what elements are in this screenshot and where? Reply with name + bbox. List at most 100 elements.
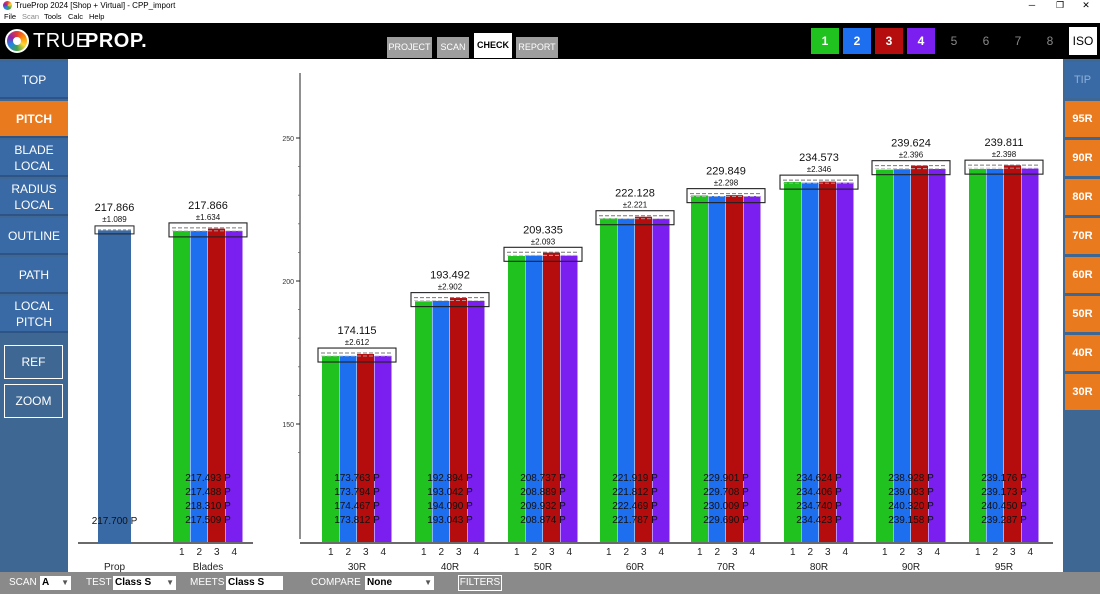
value-label-80r-3: 234.740 P [796, 501, 842, 512]
test-select[interactable]: Class S ▼ [113, 576, 176, 590]
nav-pitch-button[interactable]: PITCH [0, 101, 68, 138]
category-label-30r: 30R [348, 562, 366, 572]
radius-toggle-60r[interactable]: 60R [1065, 257, 1100, 293]
blade-toggle-5[interactable]: 5 [950, 34, 958, 48]
tab-scan[interactable]: SCAN [437, 37, 469, 58]
value-label-60r-4: 221.787 P [612, 515, 658, 526]
blade-chip-40r-3 [450, 529, 467, 542]
blade-number-label: 3 [641, 547, 647, 558]
tab-project[interactable]: PROJECT [387, 37, 432, 58]
radius-toggle-95r[interactable]: 95R [1065, 101, 1100, 137]
blade-toggle-4[interactable]: 4 [907, 28, 935, 54]
category-label-40r: 40R [441, 562, 459, 572]
bar-95r-blade-4 [1021, 168, 1039, 529]
blade-toggle-7[interactable]: 7 [1014, 34, 1022, 48]
bar-60r-blade-1 [600, 218, 617, 530]
blade-chip-90r-2 [893, 529, 911, 542]
chevron-down-icon: ▼ [424, 578, 432, 587]
bar-70r-blade-4 [743, 196, 761, 529]
nav-zoom-button[interactable]: ZOOM [4, 384, 63, 418]
bar-80r-blade-3 [819, 181, 836, 529]
value-label-40r-3: 194.090 P [427, 501, 473, 512]
bar-blades-blade-1 [173, 230, 190, 529]
blade-number-label: 4 [934, 547, 940, 558]
scan-select[interactable]: A ▼ [40, 576, 71, 590]
meets-label: MEETS [190, 577, 225, 588]
compare-select-value: None [367, 577, 392, 588]
value-label-95r-3: 240.450 P [981, 501, 1027, 512]
target-label-50r: 209.335 [523, 224, 563, 236]
radius-toggle-40r[interactable]: 40R [1065, 335, 1100, 371]
blade-chip-50r-3 [543, 529, 560, 542]
minimize-button[interactable]: ─ [1028, 0, 1036, 10]
nav-path-button[interactable]: PATH [0, 257, 68, 294]
menu-bar: File Scan Tools Calc Help [0, 11, 1100, 23]
blade-number-label: 4 [380, 547, 386, 558]
blade-number-label: 2 [992, 547, 998, 558]
iso-button[interactable]: ISO [1069, 27, 1097, 55]
blade-toggle-1[interactable]: 1 [811, 28, 839, 54]
nav-outline-button[interactable]: OUTLINE [0, 218, 68, 255]
nav-top-button[interactable]: TOP [0, 62, 68, 99]
blade-number-label: 3 [549, 547, 555, 558]
menu-file[interactable]: File [4, 12, 17, 21]
value-label-30r-3: 174.467 P [334, 501, 380, 512]
tolerance-label-70r: ±2.298 [714, 179, 739, 188]
bar-80r-blade-4 [836, 182, 854, 529]
menu-scan[interactable]: Scan [22, 12, 40, 21]
restore-button[interactable]: ❐ [1055, 0, 1065, 10]
logo-word-true: TRUE [33, 30, 90, 52]
blade-toggle-8[interactable]: 8 [1046, 34, 1054, 48]
blade-chip-30r-1 [322, 529, 339, 542]
bar-40r-blade-2 [432, 300, 450, 529]
test-select-value: Class S [115, 577, 152, 588]
radius-toggle-30r[interactable]: 30R [1065, 374, 1100, 410]
compare-select[interactable]: None ▼ [365, 576, 434, 590]
nav-radius-local-button[interactable]: RADIUS LOCAL [0, 179, 68, 216]
close-button[interactable]: ✕ [1082, 0, 1090, 10]
bar-50r-blade-3 [543, 252, 560, 529]
nav-ref-button[interactable]: REF [4, 345, 63, 379]
tab-check[interactable]: CHECK [474, 33, 512, 58]
radius-toggle-tip[interactable]: TIP [1065, 62, 1100, 98]
blade-toggle-2[interactable]: 2 [843, 28, 871, 54]
nav-blade-local-button[interactable]: BLADE LOCAL [0, 140, 68, 177]
value-label-60r-1: 221.919 P [612, 473, 658, 484]
menu-tools[interactable]: Tools [44, 12, 62, 21]
value-label-60r-3: 222.469 P [612, 501, 658, 512]
blade-chip-70r-1 [691, 529, 708, 542]
radius-toggle-50r[interactable]: 50R [1065, 296, 1100, 332]
filters-button[interactable]: FILTERS [458, 575, 502, 591]
bar-80r-blade-1 [784, 181, 801, 530]
menu-calc[interactable]: Calc [68, 12, 84, 21]
blade-chip-80r-1 [784, 529, 801, 542]
target-label-blades: 217.866 [188, 200, 228, 212]
bar-90r-blade-2 [893, 169, 911, 529]
tab-report[interactable]: REPORT [516, 37, 558, 58]
bar-30r-blade-2 [339, 355, 357, 529]
radius-toggle-90r[interactable]: 90R [1065, 140, 1100, 176]
bar-30r-blade-4 [374, 355, 392, 529]
bar-80r-blade-2 [801, 182, 819, 529]
bar-30r-blade-3 [357, 354, 374, 529]
tolerance-box-blades [168, 222, 248, 238]
blade-chip-30r-2 [339, 529, 357, 542]
bar-blades-blade-3 [208, 228, 225, 529]
value-label-blades-2: 217.488 P [185, 487, 231, 498]
blade-toggle-6[interactable]: 6 [982, 34, 990, 48]
blade-chip-90r-3 [911, 529, 928, 542]
value-label-50r-4: 208.874 P [520, 515, 566, 526]
blade-chip-30r-4 [374, 529, 392, 542]
value-label-90r-3: 240.320 P [888, 501, 934, 512]
radius-toggle-80r[interactable]: 80R [1065, 179, 1100, 215]
nav-local-pitch-button[interactable]: LOCAL PITCH [0, 296, 68, 333]
target-label-70r: 229.849 [706, 166, 746, 178]
blade-toggle-3[interactable]: 3 [875, 28, 903, 54]
category-label-90r: 90R [902, 562, 920, 572]
radius-toggle-70r[interactable]: 70R [1065, 218, 1100, 254]
meets-field: Class S [226, 576, 283, 590]
value-label-70r-2: 229.708 P [703, 487, 749, 498]
menu-help[interactable]: Help [89, 12, 105, 21]
blade-number-label: 2 [345, 547, 351, 558]
